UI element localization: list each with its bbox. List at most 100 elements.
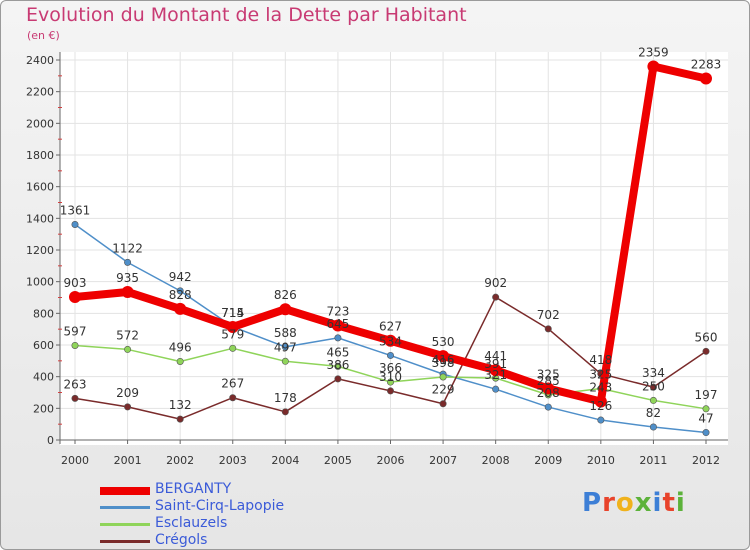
data-point [71,221,79,229]
data-label: 560 [695,330,718,344]
x-tick-label: 2010 [587,454,615,467]
data-label: 82 [646,406,661,420]
legend-label: BERGANTY [155,481,232,497]
data-point [649,423,657,431]
data-label: 285 [537,374,560,388]
data-label: 645 [326,317,349,331]
data-point [439,400,447,408]
data-label: 441 [484,349,507,363]
y-tick-label: 400 [33,371,54,384]
data-label: 243 [589,381,612,395]
x-tick-label: 2007 [429,454,457,467]
data-point [384,334,397,347]
data-label: 714 [221,306,244,320]
data-point [702,405,710,413]
legend-label: Esclauzels [155,515,228,531]
data-point [492,385,500,393]
x-tick-label: 2004 [271,454,299,467]
chart-title: Evolution du Montant de la Dette par Hab… [26,4,467,26]
plot-area [60,52,728,445]
data-label: 418 [589,353,612,367]
y-tick-label: 1400 [26,212,54,225]
data-point [439,373,447,381]
data-point [229,344,237,352]
data-label: 826 [274,288,297,302]
data-point [279,303,292,316]
data-point [649,396,657,404]
data-label: 325 [537,368,560,382]
data-point [647,60,660,73]
data-label: 723 [326,305,349,319]
y-tick-label: 1200 [26,244,54,257]
data-label: 325 [589,368,612,382]
data-point [226,320,239,333]
y-tick-label: 2000 [26,117,54,130]
y-tick-label: 800 [33,307,54,320]
x-tick-label: 2000 [61,454,89,467]
data-label: 126 [589,399,612,413]
data-label: 828 [169,288,192,302]
logo-letter: r [602,488,616,518]
y-tick-label: 0 [47,434,54,447]
logo-letter: x [634,488,653,518]
data-point [700,72,712,85]
data-point [437,350,450,363]
y-tick-label: 600 [33,339,54,352]
data-label: 209 [116,386,139,400]
data-label: 386 [326,358,349,372]
y-tick-label: 1600 [26,181,54,194]
legend-swatch [100,523,150,526]
data-label: 132 [169,398,192,412]
legend-label: Crégols [155,532,208,548]
data-label: 2283 [691,58,722,72]
data-point [386,378,394,386]
data-label: 902 [484,276,507,290]
data-label: 366 [379,361,402,375]
data-point [124,258,132,266]
data-label: 267 [221,377,244,391]
data-label: 465 [326,345,349,359]
data-label: 497 [274,340,297,354]
data-point [597,416,605,424]
data-point [71,394,79,402]
data-point [69,291,81,304]
data-label: 250 [642,379,665,393]
legend-swatch [100,487,150,495]
data-point [386,351,394,359]
data-label: 715 [221,306,244,320]
logo-letter: i [652,488,663,518]
data-label: 534 [379,334,402,348]
legend-swatch [100,540,150,543]
logo-letter: t [662,488,676,518]
x-tick-label: 2009 [534,454,562,467]
data-label: 935 [116,271,139,285]
data-point [334,375,342,383]
data-label: 208 [537,386,560,400]
data-label: 588 [274,326,297,340]
y-tick-label: 2200 [26,86,54,99]
data-point [702,347,710,355]
data-label: 942 [169,270,192,284]
data-label: 334 [642,366,665,380]
data-point [281,408,289,416]
data-point [334,362,342,370]
data-label: 572 [116,328,139,342]
x-tick-label: 2003 [219,454,247,467]
data-label: 579 [221,327,244,341]
y-tick-label: 1800 [26,149,54,162]
data-point [229,394,237,402]
legend-swatch [100,506,150,509]
y-tick-label: 1000 [26,276,54,289]
data-label: 1122 [112,241,143,255]
data-point [71,341,79,349]
data-point [124,345,132,353]
data-point [176,415,184,423]
data-label: 391 [484,357,507,371]
data-label: 1361 [60,204,91,218]
data-label: 530 [432,335,455,349]
data-label: 398 [432,356,455,370]
x-tick-label: 2012 [692,454,720,467]
data-point [334,334,342,342]
data-point [176,287,184,295]
data-label: 229 [432,383,455,397]
